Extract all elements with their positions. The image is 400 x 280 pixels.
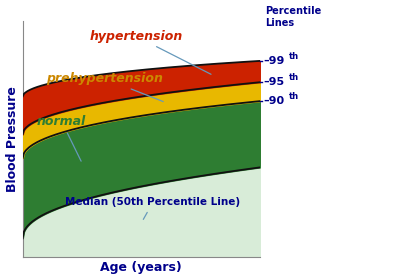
Text: normal: normal <box>37 115 86 161</box>
Text: Median (50th Percentile Line): Median (50th Percentile Line) <box>66 197 240 219</box>
Text: –90: –90 <box>264 96 285 106</box>
Text: th: th <box>289 52 299 61</box>
Text: Percentile
Lines: Percentile Lines <box>265 6 321 28</box>
Text: hypertension: hypertension <box>89 30 211 74</box>
X-axis label: Age (years): Age (years) <box>100 262 182 274</box>
Text: –99: –99 <box>264 56 285 66</box>
Text: th: th <box>289 92 299 101</box>
Text: th: th <box>289 73 299 82</box>
Text: –95: –95 <box>264 77 285 87</box>
Text: prehypertension: prehypertension <box>46 72 163 102</box>
Y-axis label: Blood Pressure: Blood Pressure <box>6 86 18 192</box>
